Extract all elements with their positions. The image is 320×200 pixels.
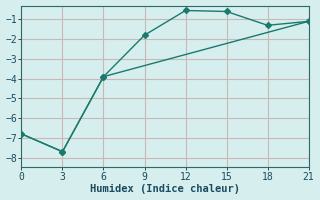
X-axis label: Humidex (Indice chaleur): Humidex (Indice chaleur) — [90, 184, 240, 194]
